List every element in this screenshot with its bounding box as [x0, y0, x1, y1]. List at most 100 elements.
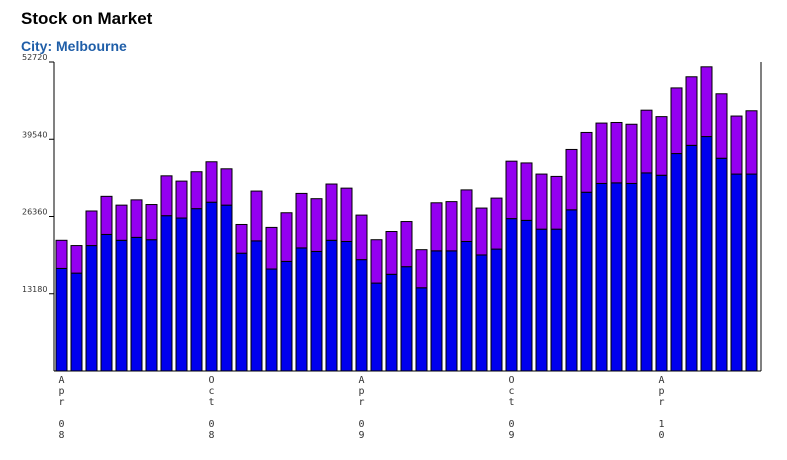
- chart-title: Stock on Market: [21, 9, 153, 28]
- y-axis-ticks: 13180 26360 39540 52720: [22, 53, 54, 295]
- bar-segment-top: [535, 173, 548, 230]
- bar-segment-top: [580, 131, 593, 193]
- bar-segment-top: [70, 245, 83, 274]
- bar-segment-top: [190, 171, 203, 210]
- bar-segment-top: [565, 148, 578, 211]
- y-tick-label: 13180: [22, 285, 47, 294]
- bar-segment-top: [100, 195, 113, 235]
- bar-segment-bottom: [145, 239, 158, 372]
- bar-segment-top: [355, 214, 368, 261]
- bar-segment-bottom: [520, 219, 533, 372]
- bar-segment-bottom: [625, 182, 638, 372]
- bar-segment-bottom: [235, 252, 248, 372]
- bar-segment-bottom: [205, 201, 218, 372]
- bar-segment-top: [505, 160, 518, 220]
- bar-segment-top: [115, 204, 128, 241]
- bar-segment-top: [55, 239, 68, 269]
- bar-segment-bottom: [475, 254, 488, 372]
- bar-segment-bottom: [460, 240, 473, 372]
- bar-segment-bottom: [265, 268, 278, 372]
- bar-segment-top: [715, 93, 728, 159]
- bars-group: [55, 66, 758, 372]
- bar-segment-bottom: [580, 191, 593, 372]
- bar-segment-bottom: [370, 282, 383, 372]
- bar-segment-top: [205, 161, 218, 203]
- bar-segment-bottom: [55, 267, 68, 372]
- bar-segment-bottom: [490, 248, 503, 372]
- y-tick-label: 26360: [22, 208, 47, 217]
- bar-segment-bottom: [160, 215, 173, 372]
- x-axis-ticks: Apr08Oct08Apr09Oct09Apr10Oct10Apr11Oct11…: [58, 375, 664, 441]
- bar-segment-top: [745, 110, 758, 175]
- bar-segment-bottom: [295, 247, 308, 372]
- bar-segment-bottom: [640, 172, 653, 372]
- bar-segment-top: [370, 239, 383, 284]
- bar-segment-bottom: [325, 239, 338, 372]
- y-tick-label: 52720: [22, 53, 47, 62]
- bar-segment-bottom: [115, 239, 128, 372]
- bar-segment-top: [175, 180, 188, 219]
- bar-segment-top: [85, 210, 98, 247]
- bar-segment-top: [160, 175, 173, 217]
- bar-segment-top: [340, 187, 353, 242]
- bar-segment-bottom: [85, 245, 98, 372]
- bar-segment-top: [400, 221, 413, 268]
- bar-segment-bottom: [610, 182, 623, 372]
- bar-segment-bottom: [250, 240, 263, 372]
- bar-segment-top: [415, 249, 428, 289]
- y-tick-label: 39540: [22, 130, 47, 139]
- bar-segment-top: [280, 212, 293, 262]
- bar-segment-bottom: [220, 204, 233, 372]
- bar-segment-bottom: [355, 259, 368, 372]
- bar-segment-bottom: [100, 233, 113, 372]
- bar-segment-bottom: [445, 250, 458, 372]
- bar-segment-bottom: [715, 157, 728, 372]
- bar-segment-top: [145, 204, 158, 241]
- bar-segment-bottom: [280, 260, 293, 372]
- bar-segment-bottom: [175, 217, 188, 372]
- bar-segment-top: [130, 199, 143, 238]
- bar-segment-bottom: [400, 266, 413, 372]
- bar-segment-bottom: [505, 218, 518, 372]
- bar-segment-top: [235, 223, 248, 254]
- bar-segment-top: [220, 168, 233, 206]
- bar-segment-top: [730, 115, 743, 175]
- bar-segment-top: [250, 190, 263, 242]
- bar-segment-top: [625, 123, 638, 184]
- bar-segment-top: [685, 76, 698, 146]
- bar-segment-top: [520, 162, 533, 221]
- bar-segment-bottom: [685, 144, 698, 372]
- bar-segment-top: [265, 226, 278, 270]
- bar-segment-bottom: [310, 250, 323, 372]
- bar-segment-top: [445, 201, 458, 252]
- bar-segment-top: [610, 121, 623, 184]
- bar-segment-top: [490, 197, 503, 250]
- bar-segment-bottom: [655, 174, 668, 372]
- bar-segment-bottom: [730, 173, 743, 372]
- bar-segment-top: [295, 192, 308, 249]
- bar-segment-top: [475, 207, 488, 256]
- bar-segment-bottom: [670, 153, 683, 372]
- bar-segment-bottom: [385, 273, 398, 372]
- bar-segment-top: [325, 183, 338, 241]
- bar-segment-top: [640, 109, 653, 174]
- chart-subtitle: City: Melbourne: [21, 38, 127, 54]
- bar-segment-top: [595, 122, 608, 184]
- bar-segment-bottom: [130, 236, 143, 372]
- bar-segment-bottom: [565, 209, 578, 372]
- bar-segment-bottom: [745, 173, 758, 372]
- bar-segment-top: [460, 189, 473, 242]
- bar-segment-bottom: [535, 228, 548, 372]
- bar-segment-top: [670, 87, 683, 155]
- bar-segment-top: [550, 175, 563, 230]
- bar-segment-bottom: [430, 250, 443, 372]
- bar-segment-bottom: [190, 208, 203, 372]
- bar-segment-bottom: [595, 182, 608, 372]
- bar-segment-top: [430, 202, 443, 252]
